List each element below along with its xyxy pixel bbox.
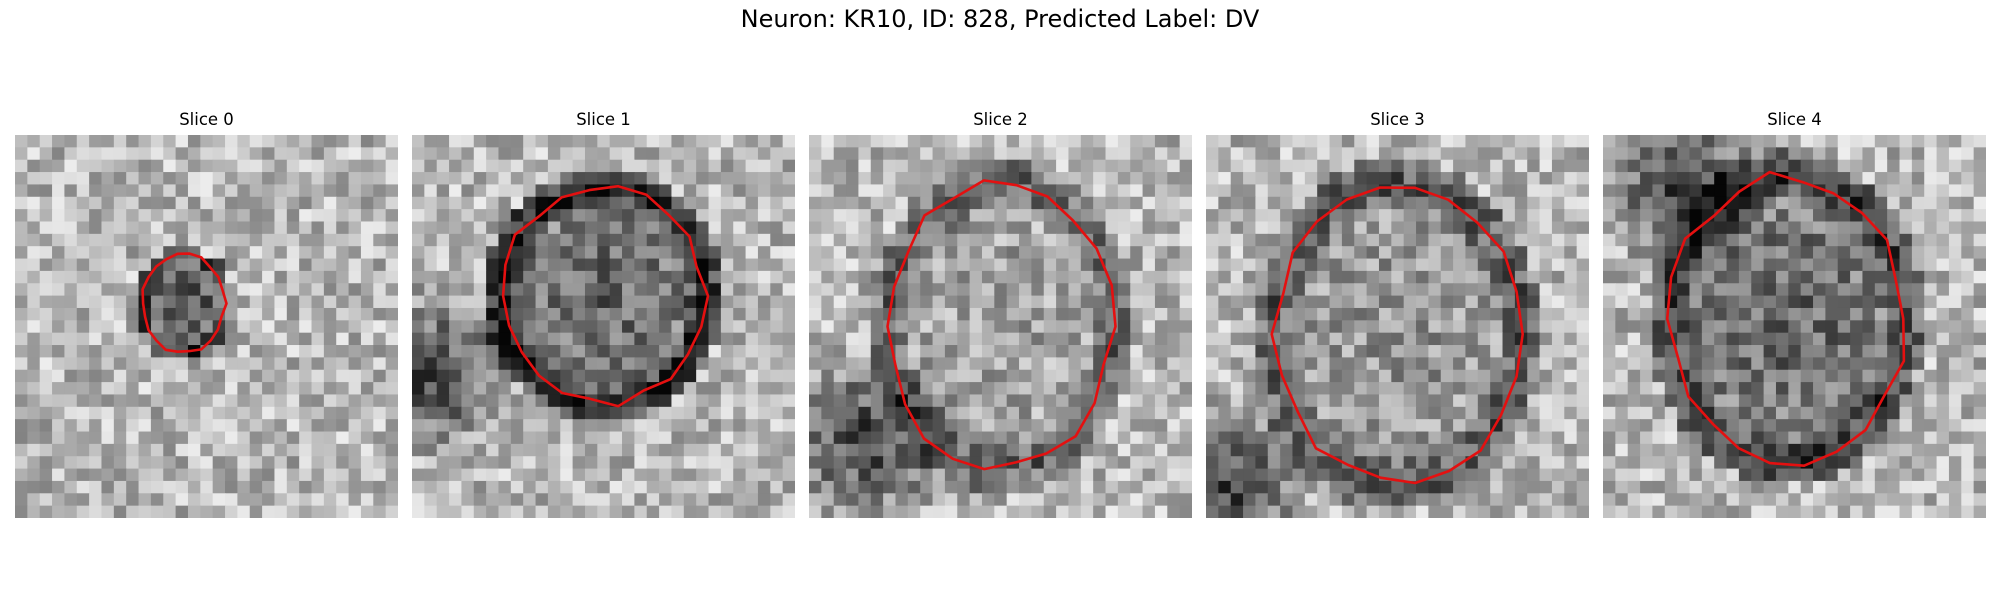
slice-image	[1206, 135, 1589, 518]
slice-image	[15, 135, 398, 518]
roi-contour	[501, 184, 710, 408]
slice-pixels	[1603, 135, 1986, 518]
slice-panel-3: Slice 3	[1206, 108, 1589, 518]
slice-image	[1603, 135, 1986, 518]
slice-title: Slice 0	[179, 110, 234, 129]
slice-image	[412, 135, 795, 518]
slice-pixels	[412, 135, 795, 518]
slice-title: Slice 2	[973, 110, 1028, 129]
slice-pixels	[1206, 135, 1589, 518]
roi-contour	[886, 179, 1117, 471]
roi-contour	[1270, 186, 1525, 485]
slice-image	[809, 135, 1192, 518]
slice-title: Slice 4	[1767, 110, 1822, 129]
roi-contour	[141, 252, 228, 353]
roi-contour	[1665, 170, 1906, 468]
slice-pixels	[809, 135, 1192, 518]
slice-panel-0: Slice 0	[15, 108, 398, 518]
slice-pixels	[15, 135, 398, 518]
slice-panel-4: Slice 4	[1603, 108, 1986, 518]
figure-title: Neuron: KR10, ID: 828, Predicted Label: …	[740, 5, 1260, 33]
slice-title: Slice 3	[1370, 110, 1425, 129]
slice-panel-1: Slice 1	[412, 108, 795, 518]
slice-title: Slice 1	[576, 110, 631, 129]
slice-panel-2: Slice 2	[809, 108, 1192, 518]
